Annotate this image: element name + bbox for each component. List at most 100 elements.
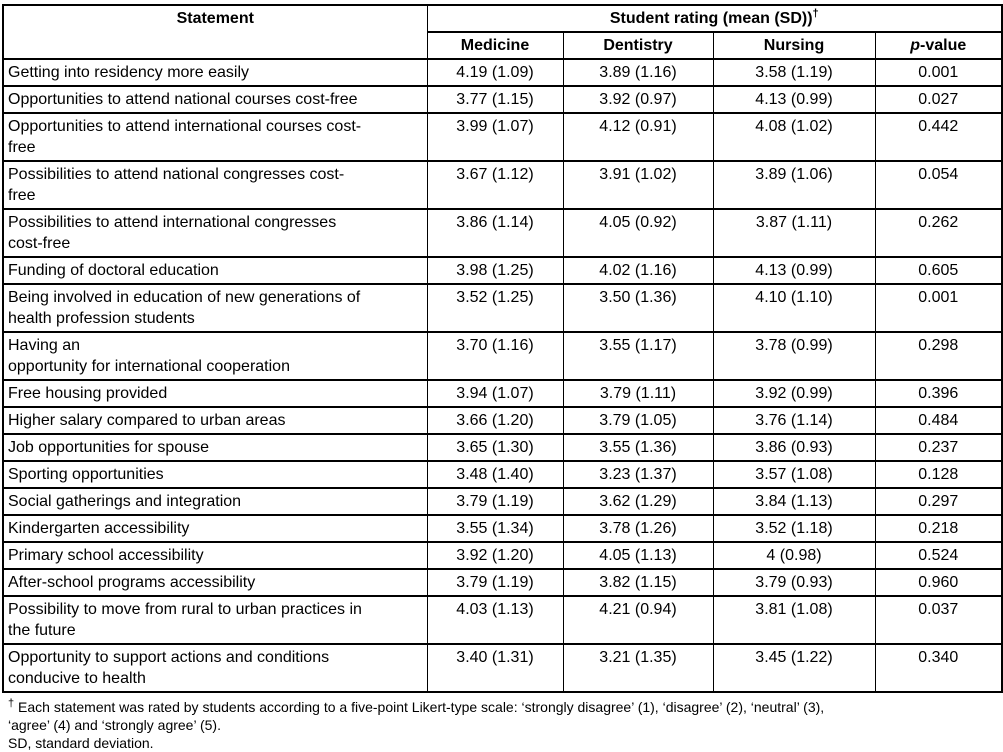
pvalue-cell: 0.340 [874,643,1003,693]
pvalue-cell: 0.960 [874,568,1003,597]
medicine-cell: 3.86 (1.14) [426,208,564,258]
pvalue-header-italic-p: p [910,37,921,54]
nursing-cell: 3.58 (1.19) [712,58,876,87]
nursing-cell: 3.89 (1.06) [712,160,876,210]
nursing-cell: 4.08 (1.02) [712,112,876,162]
medicine-cell: 3.52 (1.25) [426,283,564,333]
dentistry-cell: 4.05 (0.92) [562,208,714,258]
nursing-cell: 3.52 (1.18) [712,514,876,543]
likert-scale-footnote: † Each statement was rated by students a… [8,698,1001,734]
nursing-cell: 3.57 (1.08) [712,460,876,489]
nursing-cell: 3.81 (1.08) [712,595,876,645]
table-row: Possibility to move from rural to urban … [2,595,1003,645]
pvalue-cell: 0.524 [874,541,1003,570]
dentistry-cell: 3.91 (1.02) [562,160,714,210]
header-row-subgroups: Medicine Dentistry Nursing p-value [3,31,1003,60]
dagger-superscript: † [812,7,819,20]
dentistry-cell: 3.78 (1.26) [562,514,714,543]
table-row: Free housing provided 3.94 (1.07) 3.79 (1.… [2,379,1003,408]
dentistry-cell: 4.02 (1.16) [562,256,714,285]
nursing-cell: 4.13 (0.99) [712,85,876,114]
table-row: Getting into residency more easily 4.19 (… [2,58,1003,87]
nursing-cell: 3.92 (0.99) [712,379,876,408]
nursing-cell: 3.84 (1.13) [712,487,876,516]
statement-cell: Opportunities to attend national courses… [2,85,428,114]
statement-cell: Opportunities to attend international co… [2,112,428,162]
medicine-cell: 3.55 (1.34) [426,514,564,543]
statement-cell: Free housing provided [2,379,428,408]
medicine-cell: 3.40 (1.31) [426,643,564,693]
statement-cell: Job opportunities for spouse [2,433,428,462]
statement-cell: Kindergarten accessibility [2,514,428,543]
medicine-cell: 3.67 (1.12) [426,160,564,210]
pvalue-cell: 0.128 [874,460,1003,489]
nursing-cell: 3.79 (0.93) [712,568,876,597]
statement-cell: Possibility to move from rural to urban … [2,595,428,645]
dentistry-cell: 4.05 (1.13) [562,541,714,570]
pvalue-cell: 0.001 [874,283,1003,333]
dentistry-cell: 3.21 (1.35) [562,643,714,693]
statement-cell: Primary school accessibility [2,541,428,570]
dentistry-cell: 3.50 (1.36) [562,283,714,333]
medicine-cell: 3.94 (1.07) [426,379,564,408]
statement-cell: Higher salary compared to urban areas [2,406,428,435]
pvalue-cell: 0.037 [874,595,1003,645]
dentistry-cell: 3.82 (1.15) [562,568,714,597]
medicine-cell: 4.19 (1.09) [426,58,564,87]
medicine-cell: 3.79 (1.19) [426,487,564,516]
footnotes: † Each statement was rated by students a… [2,698,1001,752]
table-row: Funding of doctoral education 3.98 (1.25)… [2,256,1003,285]
nursing-cell: 3.76 (1.14) [712,406,876,435]
table-row: Opportunities to attend international co… [2,112,1003,162]
table-row: After-school programs accessibility 3.79 … [2,568,1003,597]
medicine-cell: 3.92 (1.20) [426,541,564,570]
table-header: Statement Student rating (mean (SD))† Me… [2,4,1003,60]
table-row: Possibilities to attend national congres… [2,160,1003,210]
table-row: Higher salary compared to urban areas 3.6… [2,406,1003,435]
dentistry-cell: 4.21 (0.94) [562,595,714,645]
pvalue-cell: 0.218 [874,514,1003,543]
statement-cell: Funding of doctoral education [2,256,428,285]
dentistry-cell: 3.92 (0.97) [562,85,714,114]
pvalue-cell: 0.442 [874,112,1003,162]
table-row: Job opportunities for spouse 3.65 (1.30) 3… [2,433,1003,462]
dentistry-cell: 3.79 (1.05) [562,406,714,435]
table-row: Having an opportunity for international … [2,331,1003,381]
pvalue-cell: 0.054 [874,160,1003,210]
pvalue-cell: 0.605 [874,256,1003,285]
group-header-text: Student rating (mean (SD)) [609,10,813,27]
medicine-cell: 3.79 (1.19) [426,568,564,597]
pvalue-cell: 0.001 [874,58,1003,87]
medicine-cell: 3.66 (1.20) [426,406,564,435]
pvalue-cell: 0.298 [874,331,1003,381]
dagger-footnote-mark: † [8,697,15,710]
dentistry-cell: 3.55 (1.17) [562,331,714,381]
dentistry-cell: 4.12 (0.91) [562,112,714,162]
dentistry-column-header: Dentistry [562,31,714,60]
medicine-cell: 4.03 (1.13) [426,595,564,645]
table-row: Sporting opportunities 3.48 (1.40) 3.23 (1… [2,460,1003,489]
statement-cell: After-school programs accessibility [2,568,428,597]
medicine-column-header: Medicine [426,31,564,60]
statement-cell: Opportunity to support actions and condi… [2,643,428,693]
nursing-cell: 3.86 (0.93) [712,433,876,462]
pvalue-cell: 0.297 [874,487,1003,516]
dentistry-cell: 3.79 (1.11) [562,379,714,408]
statement-cell: Possibilities to attend national congres… [2,160,428,210]
nursing-cell: 4.13 (0.99) [712,256,876,285]
nursing-cell: 3.87 (1.11) [712,208,876,258]
pvalue-cell: 0.396 [874,379,1003,408]
medicine-cell: 3.65 (1.30) [426,433,564,462]
statement-column-header: Statement [2,4,428,60]
table-body: Getting into residency more easily 4.19 (… [2,58,1003,693]
statement-cell: Having an opportunity for international … [2,331,428,381]
table-row: Kindergarten accessibility 3.55 (1.34) 3.7… [2,514,1003,543]
medicine-cell: 3.70 (1.16) [426,331,564,381]
dentistry-cell: 3.62 (1.29) [562,487,714,516]
nursing-cell: 4.10 (1.10) [712,283,876,333]
statement-cell: Being involved in education of new gener… [2,283,428,333]
medicine-cell: 3.99 (1.07) [426,112,564,162]
statement-cell: Social gatherings and integration [2,487,428,516]
pvalue-cell: 0.484 [874,406,1003,435]
dentistry-cell: 3.55 (1.36) [562,433,714,462]
